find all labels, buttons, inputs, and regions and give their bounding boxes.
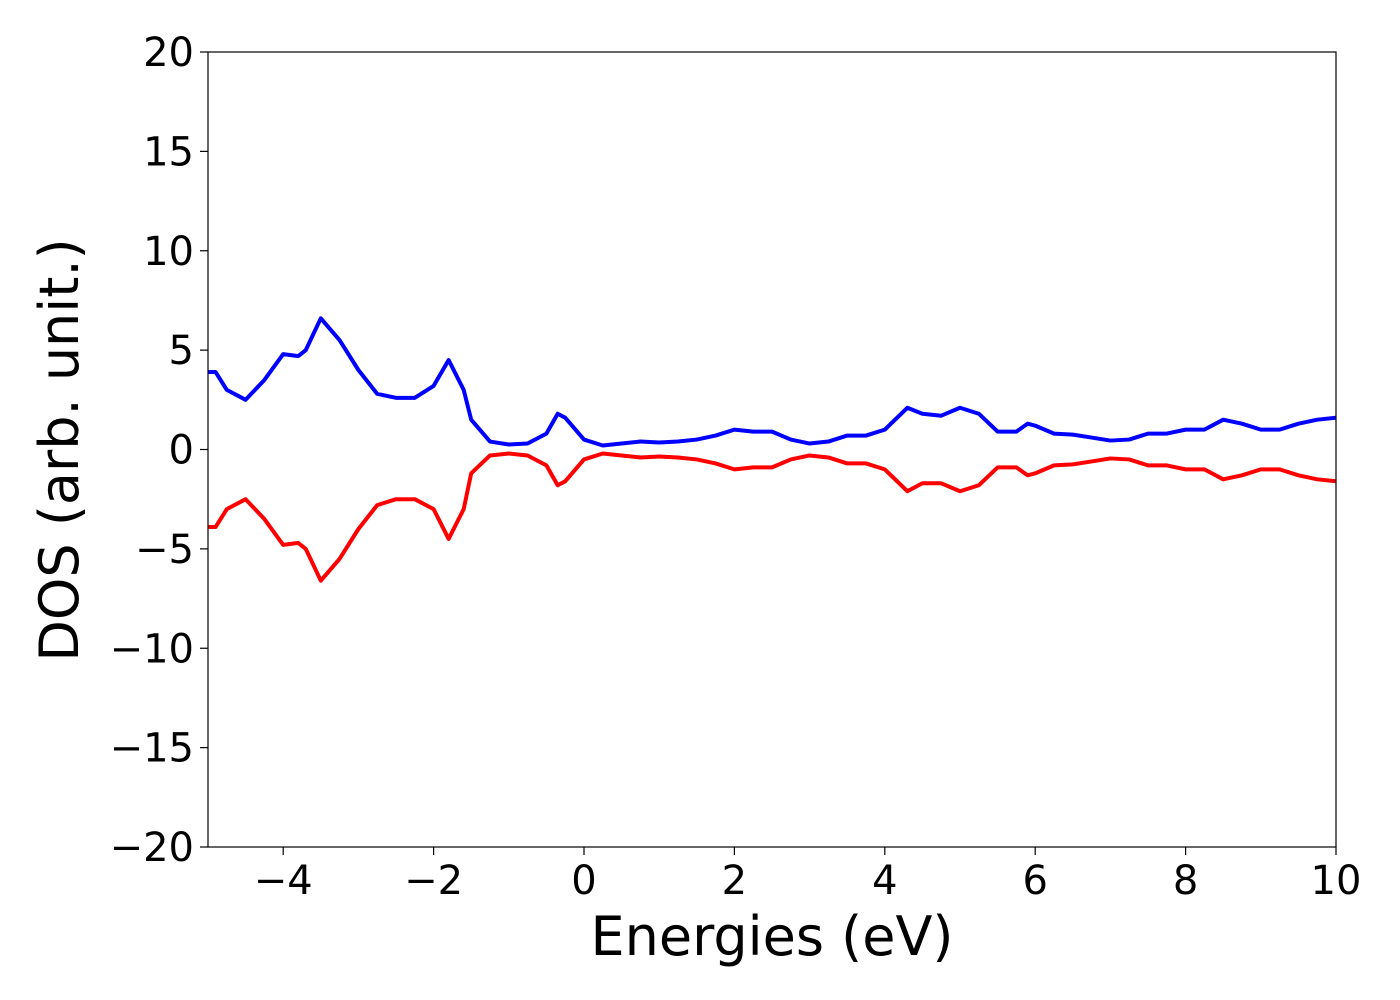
x-axis-label: Energies (eV) <box>591 905 954 968</box>
y-tick-label: 15 <box>143 129 194 175</box>
x-tick-label: −2 <box>404 858 463 904</box>
x-tick-label: 0 <box>571 858 596 904</box>
x-tick-label: 6 <box>1022 858 1047 904</box>
y-tick-label: −15 <box>110 726 194 772</box>
x-tick-label: 10 <box>1311 858 1362 904</box>
series-line <box>208 451 1336 583</box>
y-tick-label: 0 <box>169 428 194 474</box>
x-tick-label: 4 <box>872 858 897 904</box>
x-tick-label: 2 <box>722 858 747 904</box>
y-tick-label: 10 <box>143 229 194 275</box>
series-line <box>208 316 1336 448</box>
y-tick-label: 20 <box>143 30 194 76</box>
x-tick-label: −4 <box>254 858 313 904</box>
y-tick-label: −20 <box>110 825 194 871</box>
y-tick-label: −10 <box>110 626 194 672</box>
x-tick-label: 8 <box>1173 858 1198 904</box>
y-tick-label: 5 <box>169 328 194 374</box>
plot-frame <box>207 51 1337 848</box>
y-axis-label: DOS (arb. unit.) <box>28 238 91 661</box>
y-tick-label: −5 <box>135 527 194 573</box>
